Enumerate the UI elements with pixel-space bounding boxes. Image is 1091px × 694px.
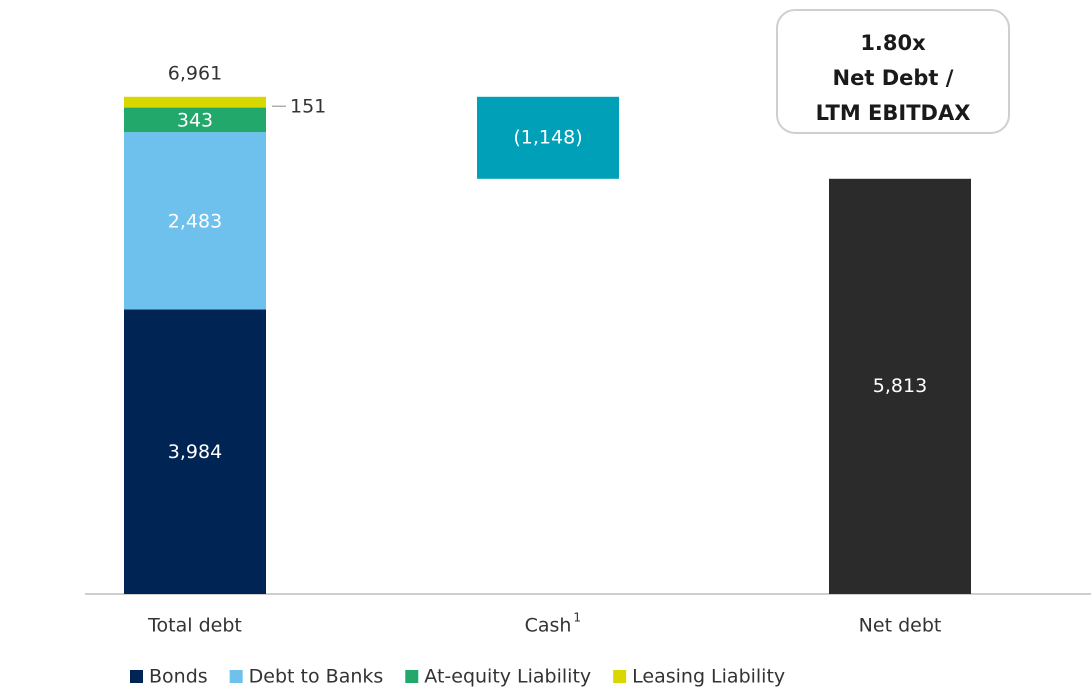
annotation-text: LTM EBITDAX [816, 101, 971, 125]
x-tick-label: Cash [525, 615, 572, 637]
annotation-box [776, 9, 1010, 134]
legend-swatch [130, 670, 143, 683]
bar-segment [124, 132, 266, 310]
footnote-mark: 1 [573, 611, 581, 625]
annotation-text: Net Debt / [833, 66, 954, 90]
bar-segment [124, 96, 266, 108]
bar [829, 178, 971, 595]
data-label: 151 [290, 96, 326, 118]
bar [477, 96, 619, 179]
data-label: 343 [177, 109, 213, 131]
legend-label: Bonds [149, 666, 208, 688]
legend-label: Leasing Liability [632, 666, 785, 688]
bar-segment [124, 107, 266, 133]
data-label: 2,483 [168, 210, 222, 232]
legend-swatch [405, 670, 419, 683]
total-label: 6,961 [168, 62, 222, 84]
x-tick-label: Net debt [859, 615, 942, 637]
x-tick-label: Total debt [147, 615, 242, 637]
legend-label: Debt to Banks [249, 666, 384, 688]
bar-segment [124, 309, 266, 594]
data-label: (1,148) [513, 126, 582, 148]
legend-swatch [613, 670, 627, 683]
annotation-text: 1.80x [860, 31, 926, 55]
data-label: 5,813 [873, 375, 927, 397]
data-label: 3,984 [168, 441, 222, 463]
legend-swatch [229, 670, 243, 683]
legend-label: At-equity Liability [424, 666, 591, 688]
